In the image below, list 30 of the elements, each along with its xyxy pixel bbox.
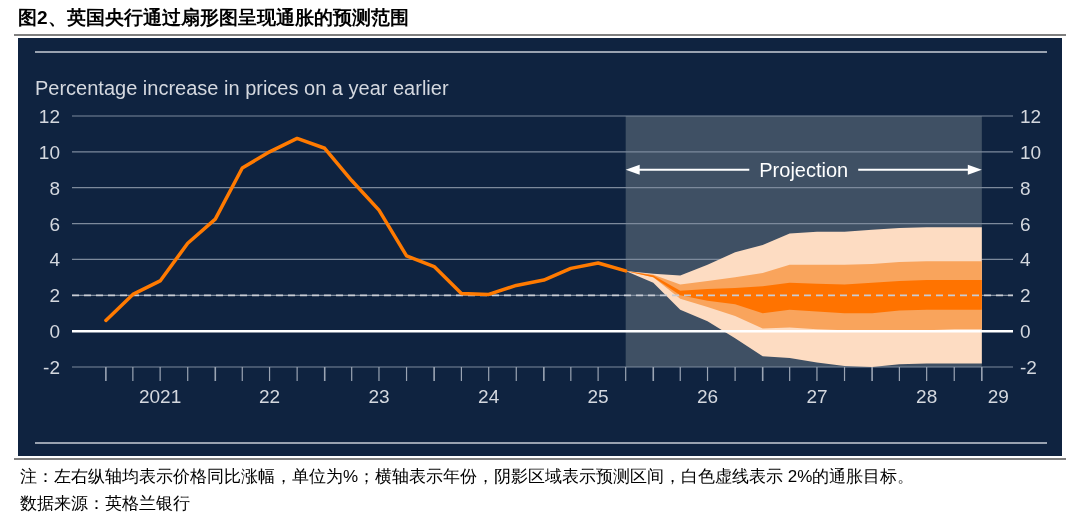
y-tick-label: 0: [49, 321, 60, 343]
y-tick-label: 8: [49, 177, 60, 199]
y2-tick-label: 2: [1020, 285, 1031, 307]
x-tick-label: 23: [368, 386, 390, 407]
y2-tick-label: 6: [1020, 213, 1031, 235]
x-tick-label: 22: [258, 386, 281, 407]
chart-title: 图2、英国央行通过扇形图呈现通胀的预测范围: [18, 7, 409, 28]
y2-tick-label: 4: [1020, 249, 1031, 271]
y-tick-label: 12: [38, 106, 60, 127]
y2-tick-label: 0: [1020, 321, 1031, 343]
y-tick-label: 6: [49, 213, 60, 235]
y-tick-label: -2: [43, 357, 60, 378]
y-axis-title: Percentage increase in prices on a year earlier: [35, 77, 449, 99]
x-tick-label: 28: [916, 386, 938, 407]
x-tick-label: 27: [806, 386, 828, 407]
x-tick-label: 24: [478, 386, 500, 407]
y-tick-label: 4: [49, 249, 61, 271]
y-tick-label: 2: [49, 285, 60, 307]
x-tick-label: 29: [987, 386, 1009, 407]
x-tick-label: 25: [587, 386, 609, 407]
y2-tick-label: 8: [1020, 177, 1031, 199]
y2-tick-label: 12: [1020, 106, 1042, 127]
x-tick-label: 26: [696, 386, 719, 407]
y2-tick-label: 10: [1020, 141, 1042, 163]
source-note: 数据来源：英格兰银行: [20, 494, 190, 513]
text: 注：左右纵轴均表示价格同比涨幅，单位为%；横轴表示年份，阴影区域表示预测区间，白色虚线表示 2%的通胀目标。: [20, 467, 915, 486]
x-tick-label: 2021: [138, 386, 182, 407]
band-label: Projection: [759, 158, 849, 181]
y-tick-label: 10: [38, 141, 60, 163]
y2-tick-label: -2: [1020, 357, 1037, 378]
